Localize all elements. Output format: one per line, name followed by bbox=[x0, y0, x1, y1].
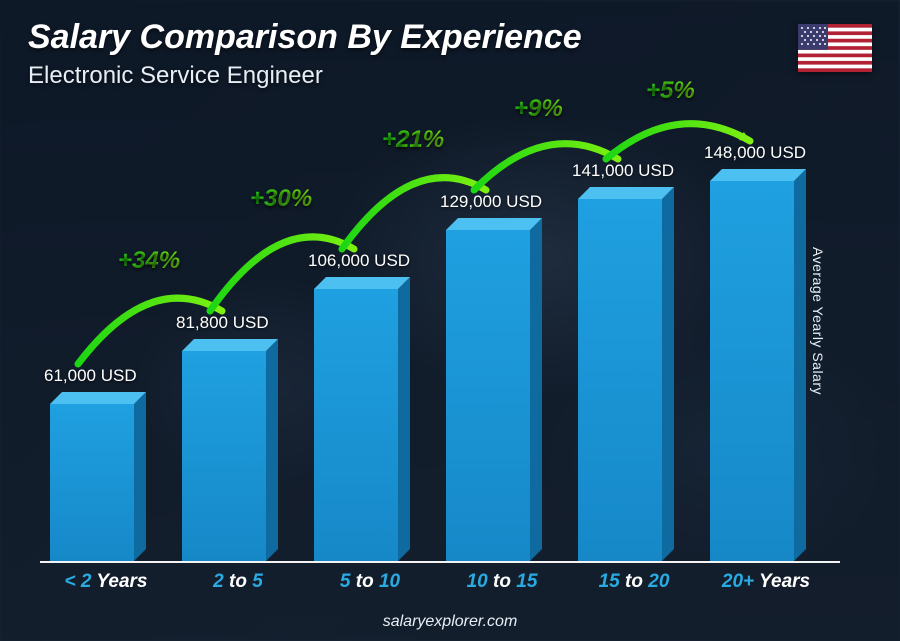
bar bbox=[182, 351, 278, 561]
bar-side bbox=[266, 339, 278, 561]
bar bbox=[446, 230, 542, 561]
flag-icon bbox=[798, 24, 872, 72]
bar-side bbox=[662, 187, 674, 561]
x-category: < 2 Years bbox=[40, 571, 172, 593]
bar bbox=[710, 181, 806, 561]
bar-side bbox=[794, 169, 806, 561]
x-category: 5 to 10 bbox=[304, 571, 436, 593]
bar-top bbox=[446, 218, 542, 230]
bar-top bbox=[50, 392, 146, 404]
value-label: 141,000 USD bbox=[572, 161, 674, 181]
baseline bbox=[40, 561, 840, 563]
bar-front bbox=[578, 199, 662, 561]
bar-front bbox=[50, 404, 134, 561]
bar-top bbox=[578, 187, 674, 199]
increase-pct: +30% bbox=[250, 185, 312, 213]
x-category: 20+ Years bbox=[700, 571, 832, 593]
value-label: 148,000 USD bbox=[704, 143, 806, 163]
bar-side bbox=[398, 277, 410, 561]
bar-chart: 61,000 USD < 2 Years 81,800 USD 2 to 5 106,0… bbox=[40, 77, 840, 597]
bar-top bbox=[314, 277, 410, 289]
increase-pct: +21% bbox=[382, 126, 444, 154]
arrow-head-icon bbox=[343, 240, 354, 249]
value-label: 81,800 USD bbox=[176, 313, 269, 333]
chart-stage: Salary Comparison By Experience Electron… bbox=[0, 0, 900, 641]
bar-side bbox=[530, 218, 542, 561]
value-label: 106,000 USD bbox=[308, 251, 410, 271]
increase-pct: +34% bbox=[118, 247, 180, 275]
bar bbox=[578, 199, 674, 561]
bar-top bbox=[710, 169, 806, 181]
bar-top bbox=[182, 339, 278, 351]
bar-front bbox=[710, 181, 794, 561]
value-label: 61,000 USD bbox=[44, 366, 137, 386]
x-category: 2 to 5 bbox=[172, 571, 304, 593]
arrow-head-icon bbox=[607, 150, 618, 159]
bar-front bbox=[446, 230, 530, 561]
bar bbox=[50, 404, 146, 561]
bar-side bbox=[134, 392, 146, 561]
increase-pct: +5% bbox=[646, 77, 695, 105]
arrow-head-icon bbox=[475, 181, 486, 190]
bar-front bbox=[314, 289, 398, 561]
arrow-head-icon bbox=[739, 132, 750, 141]
increase-pct: +9% bbox=[514, 95, 563, 123]
footer-credit: salaryexplorer.com bbox=[0, 613, 900, 631]
x-category: 10 to 15 bbox=[436, 571, 568, 593]
x-category: 15 to 20 bbox=[568, 571, 700, 593]
bar bbox=[314, 289, 410, 561]
arrow-head-icon bbox=[211, 302, 222, 311]
value-label: 129,000 USD bbox=[440, 192, 542, 212]
chart-title: Salary Comparison By Experience bbox=[28, 18, 582, 57]
bar-front bbox=[182, 351, 266, 561]
